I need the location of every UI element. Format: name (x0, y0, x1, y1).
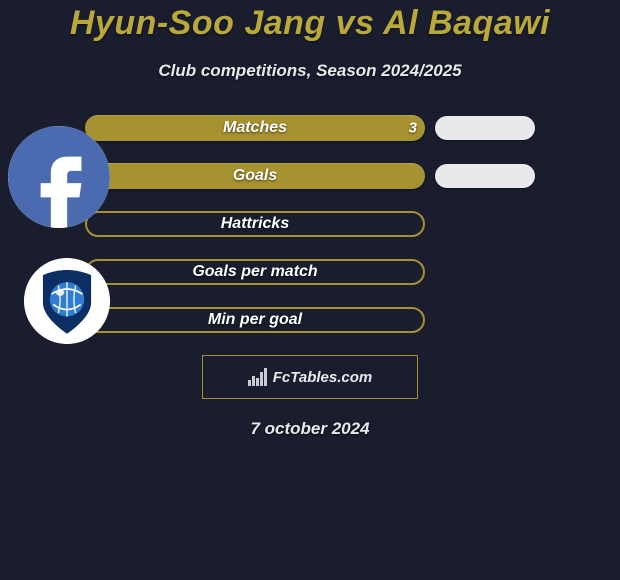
stat-bar-right (435, 116, 535, 140)
brand-name: FcTables.com (273, 369, 372, 386)
stat-label: Matches (223, 119, 287, 137)
player-2-avatar (24, 258, 110, 344)
stat-row-matches: Matches 3 (0, 115, 620, 141)
stat-bar-left: Matches 3 (85, 115, 425, 141)
club-crest-icon (24, 258, 110, 344)
stat-label: Goals (233, 167, 277, 185)
stat-bar-right (435, 164, 535, 188)
subtitle: Club competitions, Season 2024/2025 (0, 61, 620, 81)
stat-value-left: 3 (409, 120, 417, 137)
stats-card: Hyun-Soo Jang vs Al Baqawi Club competit… (0, 0, 620, 439)
stat-bar-left: Goals (85, 163, 425, 189)
page-title: Hyun-Soo Jang vs Al Baqawi (0, 4, 620, 43)
brand-bars-icon (248, 368, 267, 386)
player-1-avatar (8, 126, 110, 228)
stat-label: Min per goal (208, 311, 302, 329)
stat-bar-left: Hattricks (85, 211, 425, 237)
stat-bar-left: Min per goal (85, 307, 425, 333)
stat-bar-left: Goals per match (85, 259, 425, 285)
stat-label: Hattricks (221, 215, 289, 233)
brand-footer[interactable]: FcTables.com (202, 355, 418, 399)
stat-label: Goals per match (192, 263, 317, 281)
date-label: 7 october 2024 (0, 419, 620, 439)
facebook-icon (8, 126, 110, 228)
